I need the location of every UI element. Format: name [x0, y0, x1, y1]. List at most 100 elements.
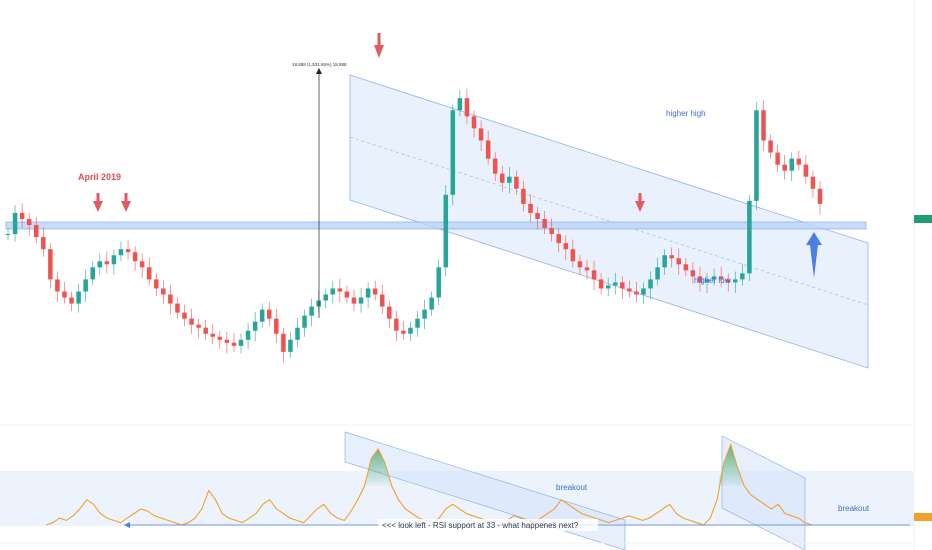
candle-body [514, 176, 519, 189]
candle-body [168, 294, 173, 304]
candle-body [443, 194, 449, 268]
candle-body [358, 297, 364, 304]
candle-body [344, 291, 350, 298]
candle-body [146, 267, 152, 280]
candle-body [351, 297, 357, 304]
candle-body [648, 279, 653, 289]
candle-body [5, 234, 11, 236]
candle-body [415, 318, 420, 328]
candle-body [41, 237, 46, 250]
candle-body [768, 140, 773, 153]
candle-body [704, 279, 710, 283]
candle-body [330, 288, 336, 295]
april-2019-label: April 2019 [78, 172, 121, 182]
candle-body [690, 270, 696, 277]
left-arrow-icon [124, 522, 130, 528]
candle-body [125, 249, 131, 253]
candle-body [97, 261, 103, 268]
candle-body [718, 276, 724, 280]
candle-body [669, 255, 674, 259]
candle-body [69, 297, 74, 304]
blue-up-arrow-icon [806, 232, 822, 278]
candle-body [295, 327, 300, 340]
candle-body [754, 110, 759, 201]
candle-body [817, 188, 823, 204]
candle-body [274, 318, 279, 334]
candle-body [281, 333, 286, 352]
candle-body [309, 306, 314, 316]
candle-body [711, 276, 717, 280]
candle-body [401, 330, 406, 334]
candle-series [5, 88, 823, 363]
candle-body [620, 282, 625, 289]
candle-body [26, 219, 32, 226]
candle-body [429, 297, 434, 310]
candle-body [612, 282, 618, 286]
candle-body [231, 342, 237, 346]
candle-body [408, 327, 413, 334]
higher-high-label: higher high [666, 109, 706, 118]
candle-body [302, 315, 307, 328]
candle-body [203, 327, 208, 334]
candle-body [500, 173, 505, 183]
candle-body [132, 252, 138, 262]
candle-body [478, 128, 484, 141]
support-band[interactable] [5, 221, 867, 230]
candle-body [210, 333, 216, 337]
candle-body [55, 279, 60, 292]
candle-body [450, 110, 456, 195]
candle-body [33, 225, 39, 238]
candle-body [238, 339, 244, 346]
candle-body [789, 158, 795, 171]
look-left-bg [378, 519, 598, 531]
breakout-label-left: breakout [556, 483, 588, 492]
candle-body [189, 318, 194, 325]
candle-body [782, 164, 787, 171]
candle-body [12, 212, 18, 235]
candle-body [591, 270, 597, 280]
measure-arrowhead [316, 68, 322, 74]
candle-body [365, 288, 371, 298]
candle-body [485, 140, 491, 159]
candle-body [266, 309, 272, 319]
candle-body [584, 267, 590, 271]
candle-body [182, 312, 187, 319]
candle-body [641, 288, 646, 295]
candle-body [76, 291, 81, 304]
candle-body [803, 164, 809, 177]
descending-channel[interactable] [349, 74, 869, 369]
candle-body [161, 288, 166, 295]
candle-body [422, 309, 427, 319]
channel-midline [349, 136, 869, 306]
candle-body [563, 243, 569, 250]
candle-body [542, 219, 547, 229]
candle-body [175, 303, 180, 313]
rsi-overbought-fill [46, 444, 812, 486]
candle-body [549, 228, 554, 235]
price-axis[interactable] [914, 0, 932, 550]
candle-body [62, 291, 67, 298]
rsi-channel-right[interactable] [721, 435, 806, 550]
candle-body [810, 176, 816, 189]
candle-body [655, 267, 660, 280]
current-price-tag [914, 215, 932, 223]
candle-body [387, 306, 392, 319]
candle-body [528, 203, 533, 213]
red-arrow-icon [635, 193, 645, 212]
candle-body [464, 98, 470, 117]
candle-body [605, 285, 611, 289]
candle-body [577, 261, 583, 268]
candle-body [683, 264, 689, 271]
candle-body [676, 258, 682, 265]
candle-body [337, 288, 343, 292]
candle-body [48, 249, 53, 280]
candle-body [323, 294, 328, 301]
candle-body [394, 318, 399, 331]
candle-body [217, 336, 223, 340]
measure-label: 18.888 (1,531.65%) 18,888 [292, 62, 347, 67]
candle-body [457, 98, 463, 111]
candle-body [634, 291, 639, 295]
candle-body [775, 152, 780, 165]
candle-body [252, 321, 258, 331]
